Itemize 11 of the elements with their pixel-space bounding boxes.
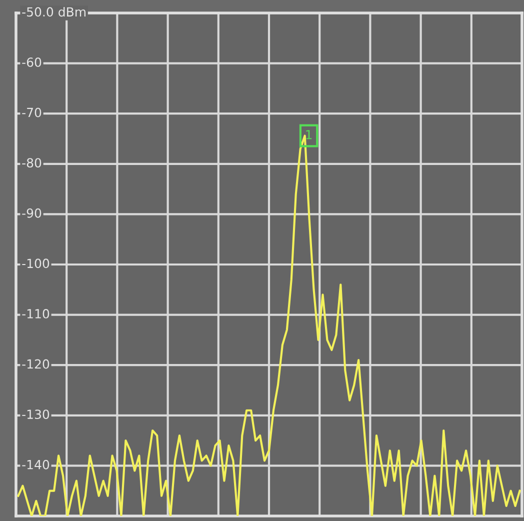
y-tick-label: -80	[22, 158, 42, 168]
annotation: 1	[306, 130, 312, 140]
y-tick-label: -60	[22, 57, 42, 67]
y-tick-label: -100	[22, 258, 50, 268]
y-tick-label: -50.0 dBm	[22, 6, 86, 17]
y-tick-label: -120	[22, 359, 50, 369]
y-tick-label: -70	[22, 108, 42, 118]
y-tick-label: -140	[22, 460, 50, 470]
y-tick-label: -130	[22, 410, 50, 420]
y-tick-label: -90	[22, 208, 42, 218]
y-tick-label: -110	[22, 308, 50, 318]
